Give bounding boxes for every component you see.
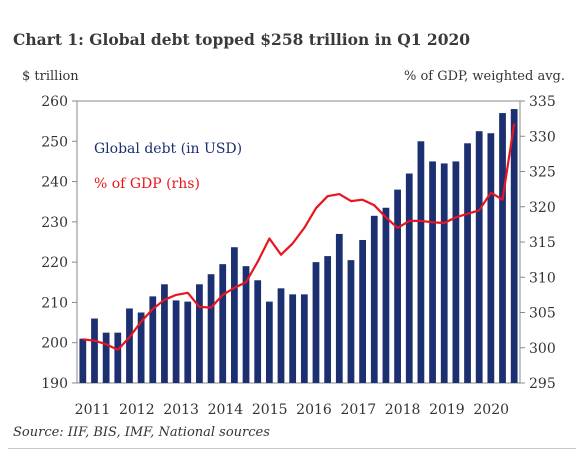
left-tick-label: 230 bbox=[41, 215, 68, 231]
debt-bar bbox=[277, 288, 285, 383]
left-axis-unit: $ trillion bbox=[22, 69, 79, 84]
left-tick-label: 240 bbox=[41, 175, 68, 191]
x-tick-label: 2019 bbox=[429, 402, 465, 418]
debt-bar bbox=[231, 247, 238, 383]
debt-bar bbox=[219, 264, 227, 383]
gdp-ratio-line bbox=[82, 123, 516, 351]
left-tick-label: 220 bbox=[41, 255, 68, 271]
right-tick-label: 320 bbox=[529, 200, 556, 216]
debt-bar bbox=[382, 207, 390, 383]
debt-bar bbox=[359, 239, 366, 383]
debt-bar bbox=[184, 301, 192, 383]
debt-bar bbox=[207, 274, 215, 383]
debt-bar bbox=[242, 266, 250, 383]
x-tick-label: 2011 bbox=[75, 402, 111, 418]
debt-bar bbox=[487, 133, 495, 383]
debt-bar bbox=[394, 189, 401, 383]
divider bbox=[8, 448, 576, 449]
x-tick-label: 2012 bbox=[119, 402, 155, 418]
chart-title: Chart 1: Global debt topped $258 trillio… bbox=[13, 30, 471, 49]
debt-bar bbox=[475, 131, 483, 383]
debt-bar bbox=[79, 338, 87, 383]
legend-global-debt: Global debt (in USD) bbox=[94, 141, 242, 157]
x-tick-label: 2013 bbox=[163, 402, 199, 418]
x-tick-label: 2018 bbox=[385, 402, 421, 418]
debt-bar bbox=[464, 143, 471, 383]
debt-bar bbox=[161, 284, 168, 383]
x-tick-label: 2014 bbox=[208, 402, 244, 418]
legend-gdp-ratio: % of GDP (rhs) bbox=[94, 176, 200, 192]
debt-bar bbox=[510, 109, 518, 384]
debt-bar bbox=[440, 163, 448, 383]
debt-bar bbox=[289, 294, 297, 383]
debt-bar bbox=[417, 141, 425, 383]
right-tick-label: 335 bbox=[529, 94, 556, 110]
x-tick-label: 2016 bbox=[296, 402, 332, 418]
debt-bar bbox=[312, 262, 320, 383]
right-tick-label: 310 bbox=[529, 270, 556, 286]
right-tick-label: 300 bbox=[529, 341, 556, 357]
debt-bar bbox=[149, 296, 157, 383]
debt-bar bbox=[265, 301, 273, 383]
debt-bar bbox=[196, 284, 203, 383]
left-tick-label: 260 bbox=[41, 94, 68, 110]
x-tick-label: 2020 bbox=[473, 402, 509, 418]
debt-bar bbox=[300, 294, 308, 383]
x-tick-label: 2015 bbox=[252, 402, 288, 418]
debt-bar bbox=[126, 308, 133, 383]
right-tick-label: 315 bbox=[529, 235, 556, 251]
source-note: Source: IIF, BIS, IMF, National sources bbox=[13, 425, 270, 440]
right-tick-label: 325 bbox=[529, 165, 556, 181]
left-tick-label: 190 bbox=[41, 376, 68, 392]
debt-bar bbox=[405, 173, 413, 383]
debt-bar bbox=[91, 318, 98, 383]
debt-bar bbox=[370, 215, 378, 383]
right-tick-label: 295 bbox=[529, 376, 556, 392]
debt-bar bbox=[347, 260, 355, 383]
debt-bar bbox=[102, 332, 110, 383]
x-tick-label: 2017 bbox=[340, 402, 376, 418]
debt-bar bbox=[335, 233, 343, 383]
left-tick-label: 250 bbox=[41, 134, 68, 150]
right-axis-unit: % of GDP, weighted avg. bbox=[403, 69, 565, 84]
right-tick-label: 330 bbox=[529, 129, 556, 145]
debt-bar bbox=[172, 300, 180, 383]
debt-bar bbox=[114, 332, 122, 383]
debt-bar bbox=[499, 113, 506, 383]
debt-bar bbox=[429, 161, 436, 383]
debt-bar bbox=[324, 256, 332, 383]
debt-bar bbox=[137, 312, 145, 383]
debt-bar bbox=[452, 161, 460, 383]
right-tick-label: 305 bbox=[529, 306, 556, 322]
debt-bar bbox=[254, 280, 262, 383]
left-tick-label: 210 bbox=[41, 295, 68, 311]
left-tick-label: 200 bbox=[41, 336, 68, 352]
